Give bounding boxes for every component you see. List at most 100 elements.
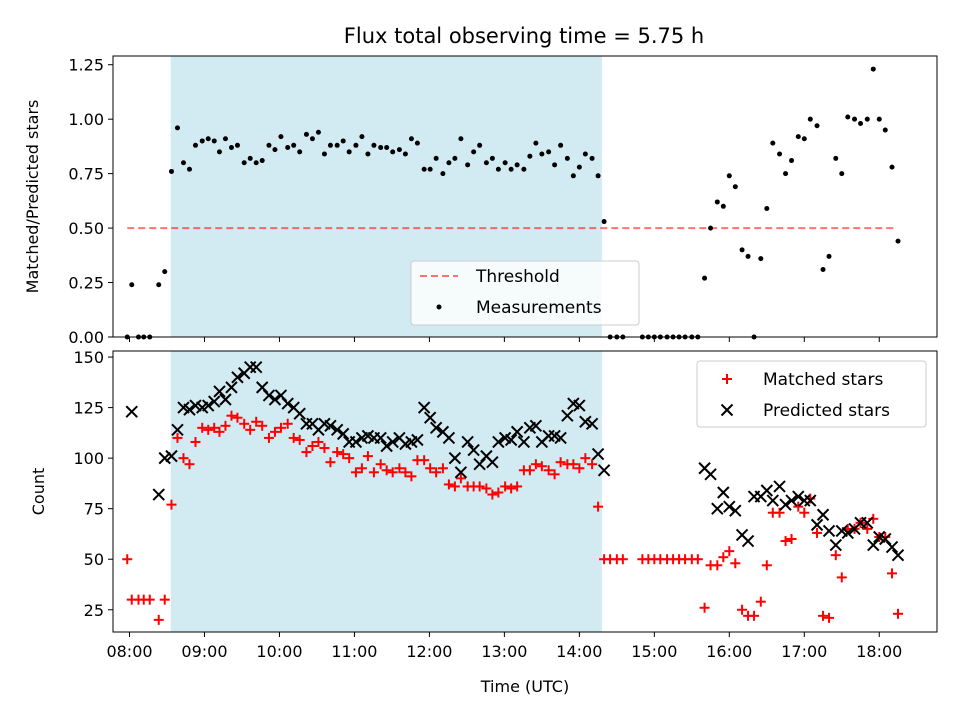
matched-stars-series <box>122 410 904 625</box>
predicted-point <box>281 397 294 410</box>
matched-point <box>724 546 735 557</box>
predicted-point <box>165 449 178 463</box>
matched-point <box>818 610 829 621</box>
predicted-point <box>822 524 836 538</box>
predicted-point <box>591 447 605 461</box>
matched-point <box>232 412 243 423</box>
matched-point <box>356 463 367 474</box>
measurement-point <box>241 160 247 166</box>
predicted-point <box>891 548 905 562</box>
matched-point <box>574 463 585 474</box>
predicted-point <box>268 393 282 406</box>
matched-point <box>214 426 225 437</box>
predicted-point <box>510 425 524 439</box>
matched-point <box>344 453 355 464</box>
measurement-point <box>502 160 508 166</box>
matched-point <box>555 457 566 468</box>
predicted-point <box>158 451 171 465</box>
y-tick-label: 50 <box>84 550 104 569</box>
predicted-point <box>231 371 244 384</box>
predicted-point <box>423 411 437 424</box>
matched-point <box>799 507 810 518</box>
measurement-point <box>168 168 174 174</box>
measurement-point <box>514 162 520 168</box>
ratio-panel: 0.00 0.25 0.50 0.75 1.00 1.25 Matched/Predict… <box>23 55 938 347</box>
measurement-point <box>852 116 858 122</box>
measurement-point <box>321 151 327 157</box>
matched-point <box>184 459 195 470</box>
matched-point <box>500 481 511 492</box>
predicted-point <box>766 494 780 507</box>
matched-point <box>406 471 417 482</box>
matched-point <box>549 469 560 480</box>
y-tick-label: 1.25 <box>68 56 104 75</box>
predicted-point <box>573 399 586 412</box>
predicted-point <box>597 464 611 477</box>
measurement-point <box>471 149 477 155</box>
measurement-point <box>446 160 452 166</box>
measurement-point <box>365 151 371 157</box>
matched-point <box>338 449 349 460</box>
measurement-point <box>222 136 228 142</box>
measurement-point <box>353 142 359 148</box>
measurement-point <box>826 253 832 259</box>
y-tick-label: 25 <box>84 601 104 620</box>
measurement-point <box>440 171 446 177</box>
predicted-point <box>885 540 899 554</box>
measurement-point <box>745 253 751 259</box>
measurement-point <box>433 155 439 161</box>
measurement-point <box>303 131 309 137</box>
predicted-point <box>773 480 786 493</box>
measurement-point <box>508 166 514 172</box>
measurement-point <box>458 136 464 142</box>
predicted-point <box>729 504 742 517</box>
measurement-point <box>228 144 234 150</box>
matched-point <box>394 463 405 474</box>
matched-point <box>263 432 274 443</box>
x-tick-label: 14:00 <box>556 642 602 661</box>
measurement-point <box>216 149 222 155</box>
measurement-point <box>527 153 533 159</box>
measurement-point <box>186 166 192 172</box>
matched-point <box>144 594 155 605</box>
measurement-point <box>876 116 882 122</box>
measurement-point <box>253 160 259 166</box>
legend-predicted-swatch <box>720 403 734 417</box>
predicted-point <box>189 399 202 412</box>
predicted-point <box>454 466 468 479</box>
matched-point <box>172 432 183 443</box>
measurement-point <box>576 164 582 170</box>
y-tick-label: 0.00 <box>68 328 104 347</box>
measurement-point <box>285 144 291 150</box>
measurement-point <box>402 151 408 157</box>
measurement-point <box>396 147 402 153</box>
predicted-point <box>219 393 232 406</box>
ratio-x-ticks <box>128 337 880 342</box>
count-y-axis-label: Count <box>29 468 48 516</box>
measurement-point <box>162 269 168 275</box>
predicted-point <box>448 451 462 465</box>
matched-point <box>400 467 411 478</box>
measurement-point <box>732 184 738 190</box>
legend-cross-marker <box>720 403 734 417</box>
legend-plus-marker <box>722 374 732 384</box>
measurement-point <box>702 275 708 281</box>
predicted-point <box>841 526 854 540</box>
y-tick-label: 125 <box>73 399 104 418</box>
matched-point <box>718 552 729 563</box>
ratio-y-ticks: 0.00 0.25 0.50 0.75 1.00 1.25 <box>68 56 113 347</box>
predicted-point <box>293 407 306 420</box>
measurements-series <box>124 66 901 340</box>
time-x-ticks: 08:00 09:00 10:00 11:00 12:00 13:00 14:00 15:00… <box>106 632 902 661</box>
measurement-point <box>205 136 211 142</box>
measurement-point <box>708 225 714 231</box>
predicted-point <box>461 435 474 449</box>
measurement-point <box>180 160 186 166</box>
matched-point <box>887 568 898 579</box>
measurement-point <box>359 134 365 140</box>
measurement-point <box>340 138 346 144</box>
predicted-point <box>374 431 387 445</box>
measurement-point <box>483 160 489 166</box>
matched-point <box>836 572 847 583</box>
matched-point <box>325 457 336 468</box>
